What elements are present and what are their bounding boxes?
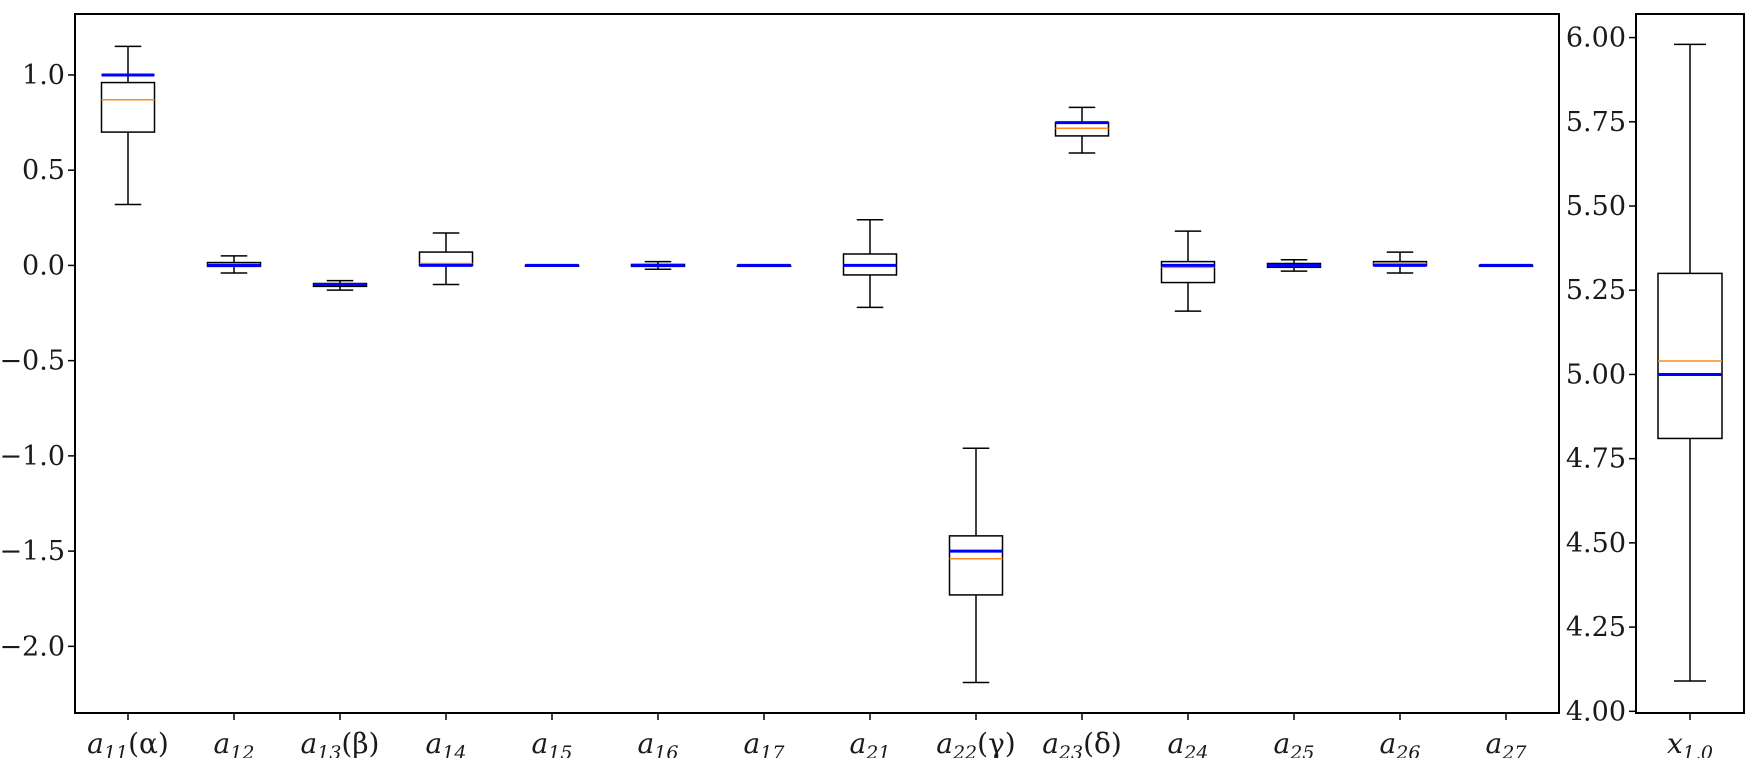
right-ytick-label: 6.00 bbox=[1566, 23, 1626, 54]
left-box-15: a15 bbox=[524, 263, 580, 758]
category-label: a17 bbox=[744, 727, 786, 758]
left-box-27: a27 bbox=[1478, 263, 1534, 758]
left-ytick-label: −1.5 bbox=[0, 536, 65, 567]
left-ytick-label: −2.0 bbox=[0, 631, 65, 662]
left-ytick-label: 0.0 bbox=[22, 250, 65, 281]
left-box-21: a21 bbox=[842, 218, 898, 758]
right-ytick-label: 5.75 bbox=[1566, 107, 1626, 138]
left-box-16: a16 bbox=[630, 260, 686, 758]
left-panel-coefficients: 1.0 0.5 0.0 −0.5 −1.0 −1.5 −2.0 a11(α) a12 a13(β)… bbox=[0, 13, 1560, 758]
left-box-23: a23(δ) bbox=[1042, 106, 1122, 758]
right-panel-x10: 6.00 5.75 5.50 5.25 5.00 4.75 4.50 4.25 4.00 x1,0 bbox=[1566, 13, 1745, 758]
category-label: a26 bbox=[1380, 727, 1421, 758]
left-box-14: a14 bbox=[418, 232, 474, 758]
category-label: a27 bbox=[1486, 727, 1528, 758]
category-label: a24 bbox=[1168, 727, 1209, 758]
right-ytick-label: 5.50 bbox=[1566, 191, 1626, 222]
category-label: a25 bbox=[1274, 727, 1315, 758]
category-label: a13(β) bbox=[301, 727, 380, 758]
category-label: x1,0 bbox=[1667, 727, 1713, 758]
right-ytick-label: 5.00 bbox=[1566, 359, 1626, 390]
iqr-box bbox=[1160, 260, 1216, 284]
left-box-26: a26 bbox=[1372, 251, 1428, 758]
left-box-11: a11(α) bbox=[87, 45, 169, 758]
left-ytick-label: 0.5 bbox=[22, 155, 65, 186]
left-box-12: a12 bbox=[206, 255, 262, 758]
left-ytick-label: −1.0 bbox=[0, 441, 65, 472]
iqr-box bbox=[1054, 121, 1110, 137]
left-ytick-label: −0.5 bbox=[0, 346, 65, 377]
right-ytick-label: 4.75 bbox=[1566, 444, 1626, 475]
right-box-10: x1,0 bbox=[1657, 43, 1723, 758]
left-box-22: a22(γ) bbox=[936, 447, 1016, 758]
iqr-box bbox=[1657, 272, 1723, 440]
category-label: a12 bbox=[214, 727, 255, 758]
left-axes-frame bbox=[74, 13, 1560, 714]
category-label: a11(α) bbox=[87, 727, 169, 758]
iqr-box bbox=[948, 535, 1004, 596]
right-ytick-label: 4.25 bbox=[1566, 612, 1626, 643]
category-label: a14 bbox=[426, 727, 467, 758]
right-ytick-label: 5.25 bbox=[1566, 275, 1626, 306]
category-label: a23(δ) bbox=[1042, 727, 1122, 758]
iqr-box bbox=[100, 81, 156, 133]
category-label: a21 bbox=[850, 727, 891, 758]
left-box-13: a13(β) bbox=[301, 279, 380, 758]
left-ytick-label: 1.0 bbox=[22, 60, 65, 91]
category-label: a22(γ) bbox=[936, 727, 1015, 758]
left-box-17: a17 bbox=[736, 263, 792, 758]
left-box-25: a25 bbox=[1266, 258, 1322, 758]
right-ytick-label: 4.50 bbox=[1566, 528, 1626, 559]
category-label: a15 bbox=[532, 727, 573, 758]
category-label: a16 bbox=[638, 727, 679, 758]
left-box-24: a24 bbox=[1160, 230, 1216, 758]
right-ytick-label: 4.00 bbox=[1566, 696, 1626, 727]
